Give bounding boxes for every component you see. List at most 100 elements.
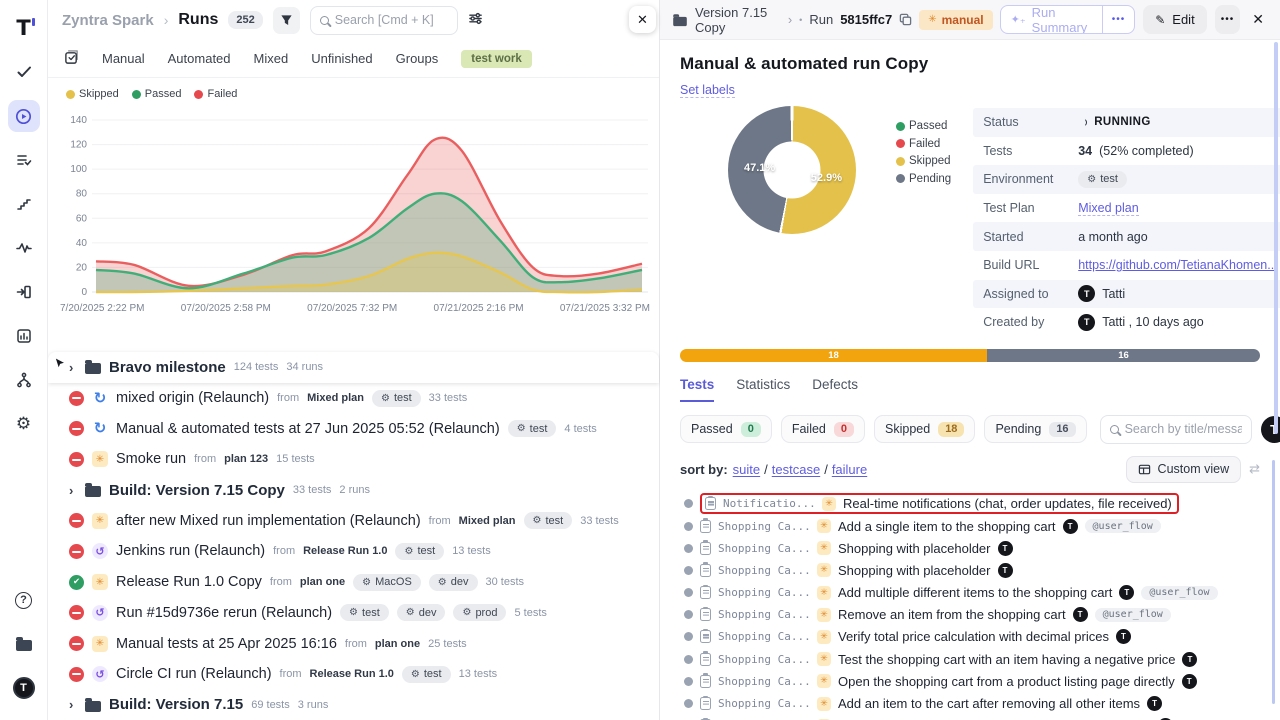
- user-avatar[interactable]: T: [8, 672, 40, 704]
- env-tag[interactable]: ⚙ test: [401, 665, 451, 683]
- run-row[interactable]: ↺ Run #15d9736e rerun (Relaunch) ⚙ test ⚙ dev…: [48, 598, 659, 629]
- set-labels-link[interactable]: Set labels: [680, 83, 735, 98]
- test-row[interactable]: Shopping Ca... ✳ Verify total price calcul…: [680, 626, 1260, 648]
- env-tag[interactable]: ⚙ dev: [396, 604, 446, 622]
- close-detail-button[interactable]: ✕: [1252, 11, 1264, 27]
- test-title[interactable]: Open the shopping cart from a product li…: [838, 673, 1175, 689]
- custom-view-button[interactable]: Custom view: [1125, 455, 1242, 483]
- test-row[interactable]: Shopping Ca...✳Verify Cart Items Are Pre…: [680, 715, 1260, 720]
- test-row[interactable]: Shopping Ca... ✳ Shopping with placeholder…: [680, 559, 1260, 581]
- test-row[interactable]: Shopping Ca... ✳ Open the shopping cart fr…: [680, 670, 1260, 692]
- tab-tests[interactable]: Tests: [680, 377, 715, 402]
- suite-name[interactable]: Shopping Ca...: [718, 541, 810, 555]
- suite-name[interactable]: Shopping Ca...: [718, 674, 810, 688]
- projects-icon[interactable]: [8, 628, 40, 660]
- plan-name[interactable]: Mixed plan: [458, 514, 516, 527]
- steps-nav-icon[interactable]: [8, 188, 40, 220]
- checks-nav-icon[interactable]: [8, 56, 40, 88]
- sort-by-suite[interactable]: suite: [732, 461, 761, 477]
- test-row[interactable]: Shopping Ca... ✳ Add multiple different it…: [680, 582, 1260, 604]
- folder-row[interactable]: › Bravo milestone 124 tests 34 runs: [48, 352, 659, 383]
- test-title[interactable]: Verify Cart Items Are Preserved After Br…: [838, 718, 1151, 720]
- chevron-right-icon[interactable]: ›: [69, 697, 74, 713]
- env-tag[interactable]: ⚙ test: [340, 604, 389, 622]
- plan-name[interactable]: plan one: [374, 637, 421, 650]
- filter-button[interactable]: [272, 6, 300, 34]
- test-title[interactable]: Add multiple different items to the shop…: [838, 585, 1113, 601]
- test-row[interactable]: Notificatio... ✳ Real-time notifications (…: [680, 493, 1260, 515]
- suite-name[interactable]: Shopping Ca...: [718, 519, 810, 533]
- env-tag[interactable]: ⚙ test: [1078, 170, 1127, 188]
- plan-name[interactable]: Mixed plan: [307, 392, 364, 405]
- runs-nav-icon[interactable]: [7, 100, 40, 132]
- close-left-panel-button[interactable]: ✕: [629, 6, 656, 33]
- select-runs-icon[interactable]: [64, 49, 79, 68]
- tab-groups[interactable]: Groups: [395, 51, 439, 66]
- sort-by-testcase[interactable]: testcase: [771, 461, 821, 477]
- test-title[interactable]: Shopping with placeholder: [838, 562, 991, 578]
- app-logo-icon[interactable]: T: [8, 12, 40, 44]
- test-plan-link[interactable]: Mixed plan: [1078, 200, 1139, 216]
- copy-run-id-icon[interactable]: [899, 13, 912, 26]
- edit-run-button[interactable]: ✎ Edit: [1143, 5, 1207, 34]
- suite-name[interactable]: Shopping Ca...: [718, 697, 810, 711]
- env-tag[interactable]: ⚙ test: [523, 512, 573, 530]
- tab-defects[interactable]: Defects: [812, 376, 859, 392]
- filter-skipped[interactable]: Skipped 18: [874, 415, 976, 444]
- test-row[interactable]: Shopping Ca... ✳ Shopping with placeholder…: [680, 537, 1260, 559]
- plan-name[interactable]: Release Run 1.0: [303, 545, 388, 558]
- tab-manual[interactable]: Manual: [102, 51, 145, 66]
- folder-row[interactable]: › Build: Version 7.15 Copy 33 tests 2 runs: [48, 475, 659, 506]
- run-summary-button[interactable]: ✦₊ Run Summary •••: [999, 5, 1136, 34]
- run-row[interactable]: ✳ Smoke run from plan 123 15 tests: [48, 444, 659, 475]
- test-title[interactable]: Real-time notifications (chat, order upd…: [843, 496, 1172, 512]
- test-work-badge[interactable]: test work: [461, 49, 532, 68]
- run-row[interactable]: ✳ after new Mixed run implementation (Rel…: [48, 505, 659, 536]
- reports-nav-icon[interactable]: [8, 320, 40, 352]
- filter-passed[interactable]: Passed 0: [680, 415, 772, 444]
- chevron-right-icon[interactable]: ›: [69, 359, 74, 375]
- folder-row[interactable]: › Build: Version 7.15 69 tests 3 runs: [48, 690, 659, 720]
- test-title[interactable]: Add an item to the cart after removing a…: [838, 696, 1141, 712]
- tests-search[interactable]: [1099, 414, 1252, 444]
- reorder-icon[interactable]: ⇄: [1249, 461, 1260, 477]
- env-tag[interactable]: ⚙ MacOS: [353, 573, 421, 591]
- env-tag[interactable]: ⚙ prod: [453, 604, 507, 622]
- filter-failed[interactable]: Failed 0: [780, 415, 865, 444]
- more-actions-button[interactable]: •••: [1214, 5, 1241, 34]
- test-title[interactable]: Add a single item to the shopping cart: [838, 518, 1056, 534]
- run-row[interactable]: ↻ mixed origin (Relaunch) from Mixed plan ⚙ t…: [48, 383, 659, 414]
- tests-scrollbar[interactable]: [1271, 460, 1275, 704]
- runs-search[interactable]: [309, 5, 458, 35]
- suite-name[interactable]: Shopping Ca...: [718, 630, 810, 644]
- filter-pending[interactable]: Pending 16: [984, 415, 1087, 444]
- import-nav-icon[interactable]: [8, 276, 40, 308]
- env-tag[interactable]: ⚙ test: [507, 420, 557, 438]
- run-summary-more-button[interactable]: •••: [1101, 6, 1135, 33]
- test-row[interactable]: Shopping Ca... ✳ Add a single item to the …: [680, 515, 1260, 537]
- tab-statistics[interactable]: Statistics: [736, 376, 791, 392]
- suite-name[interactable]: Notificatio...: [723, 497, 815, 511]
- help-icon[interactable]: ?: [8, 584, 40, 616]
- sort-by-failure[interactable]: failure: [831, 461, 868, 477]
- run-row[interactable]: ↻ Manual & automated tests at 27 Jun 2025…: [48, 413, 659, 444]
- run-row[interactable]: ↺ Circle CI run (Relaunch) from Release Run…: [48, 659, 659, 690]
- testcases-nav-icon[interactable]: [8, 144, 40, 176]
- test-title[interactable]: Remove an item from the shopping cart: [838, 607, 1066, 623]
- suite-name[interactable]: Shopping Ca...: [718, 652, 810, 666]
- plan-name[interactable]: Release Run 1.0: [309, 668, 394, 681]
- plan-name[interactable]: plan one: [299, 576, 346, 589]
- adjustments-icon[interactable]: [468, 11, 483, 29]
- tests-search-input[interactable]: [1124, 422, 1242, 437]
- env-tag[interactable]: ⚙ dev: [428, 573, 478, 591]
- tab-unfinished[interactable]: Unfinished: [311, 51, 373, 66]
- run-folder-name[interactable]: Version 7.15 Copy: [695, 4, 768, 35]
- run-row[interactable]: ✳ Manual tests at 25 Apr 2025 16:16 from pl…: [48, 628, 659, 659]
- build-url-link[interactable]: https://github.com/TetianaKhomen...: [1078, 258, 1278, 273]
- branch-nav-icon[interactable]: [8, 364, 40, 396]
- tab-automated[interactable]: Automated: [167, 51, 231, 66]
- test-row[interactable]: Shopping Ca... ✳ Test the shopping cart wi…: [680, 648, 1260, 670]
- settings-nav-icon[interactable]: ⚙: [15, 414, 32, 434]
- panel-scrollbar[interactable]: [1274, 42, 1278, 434]
